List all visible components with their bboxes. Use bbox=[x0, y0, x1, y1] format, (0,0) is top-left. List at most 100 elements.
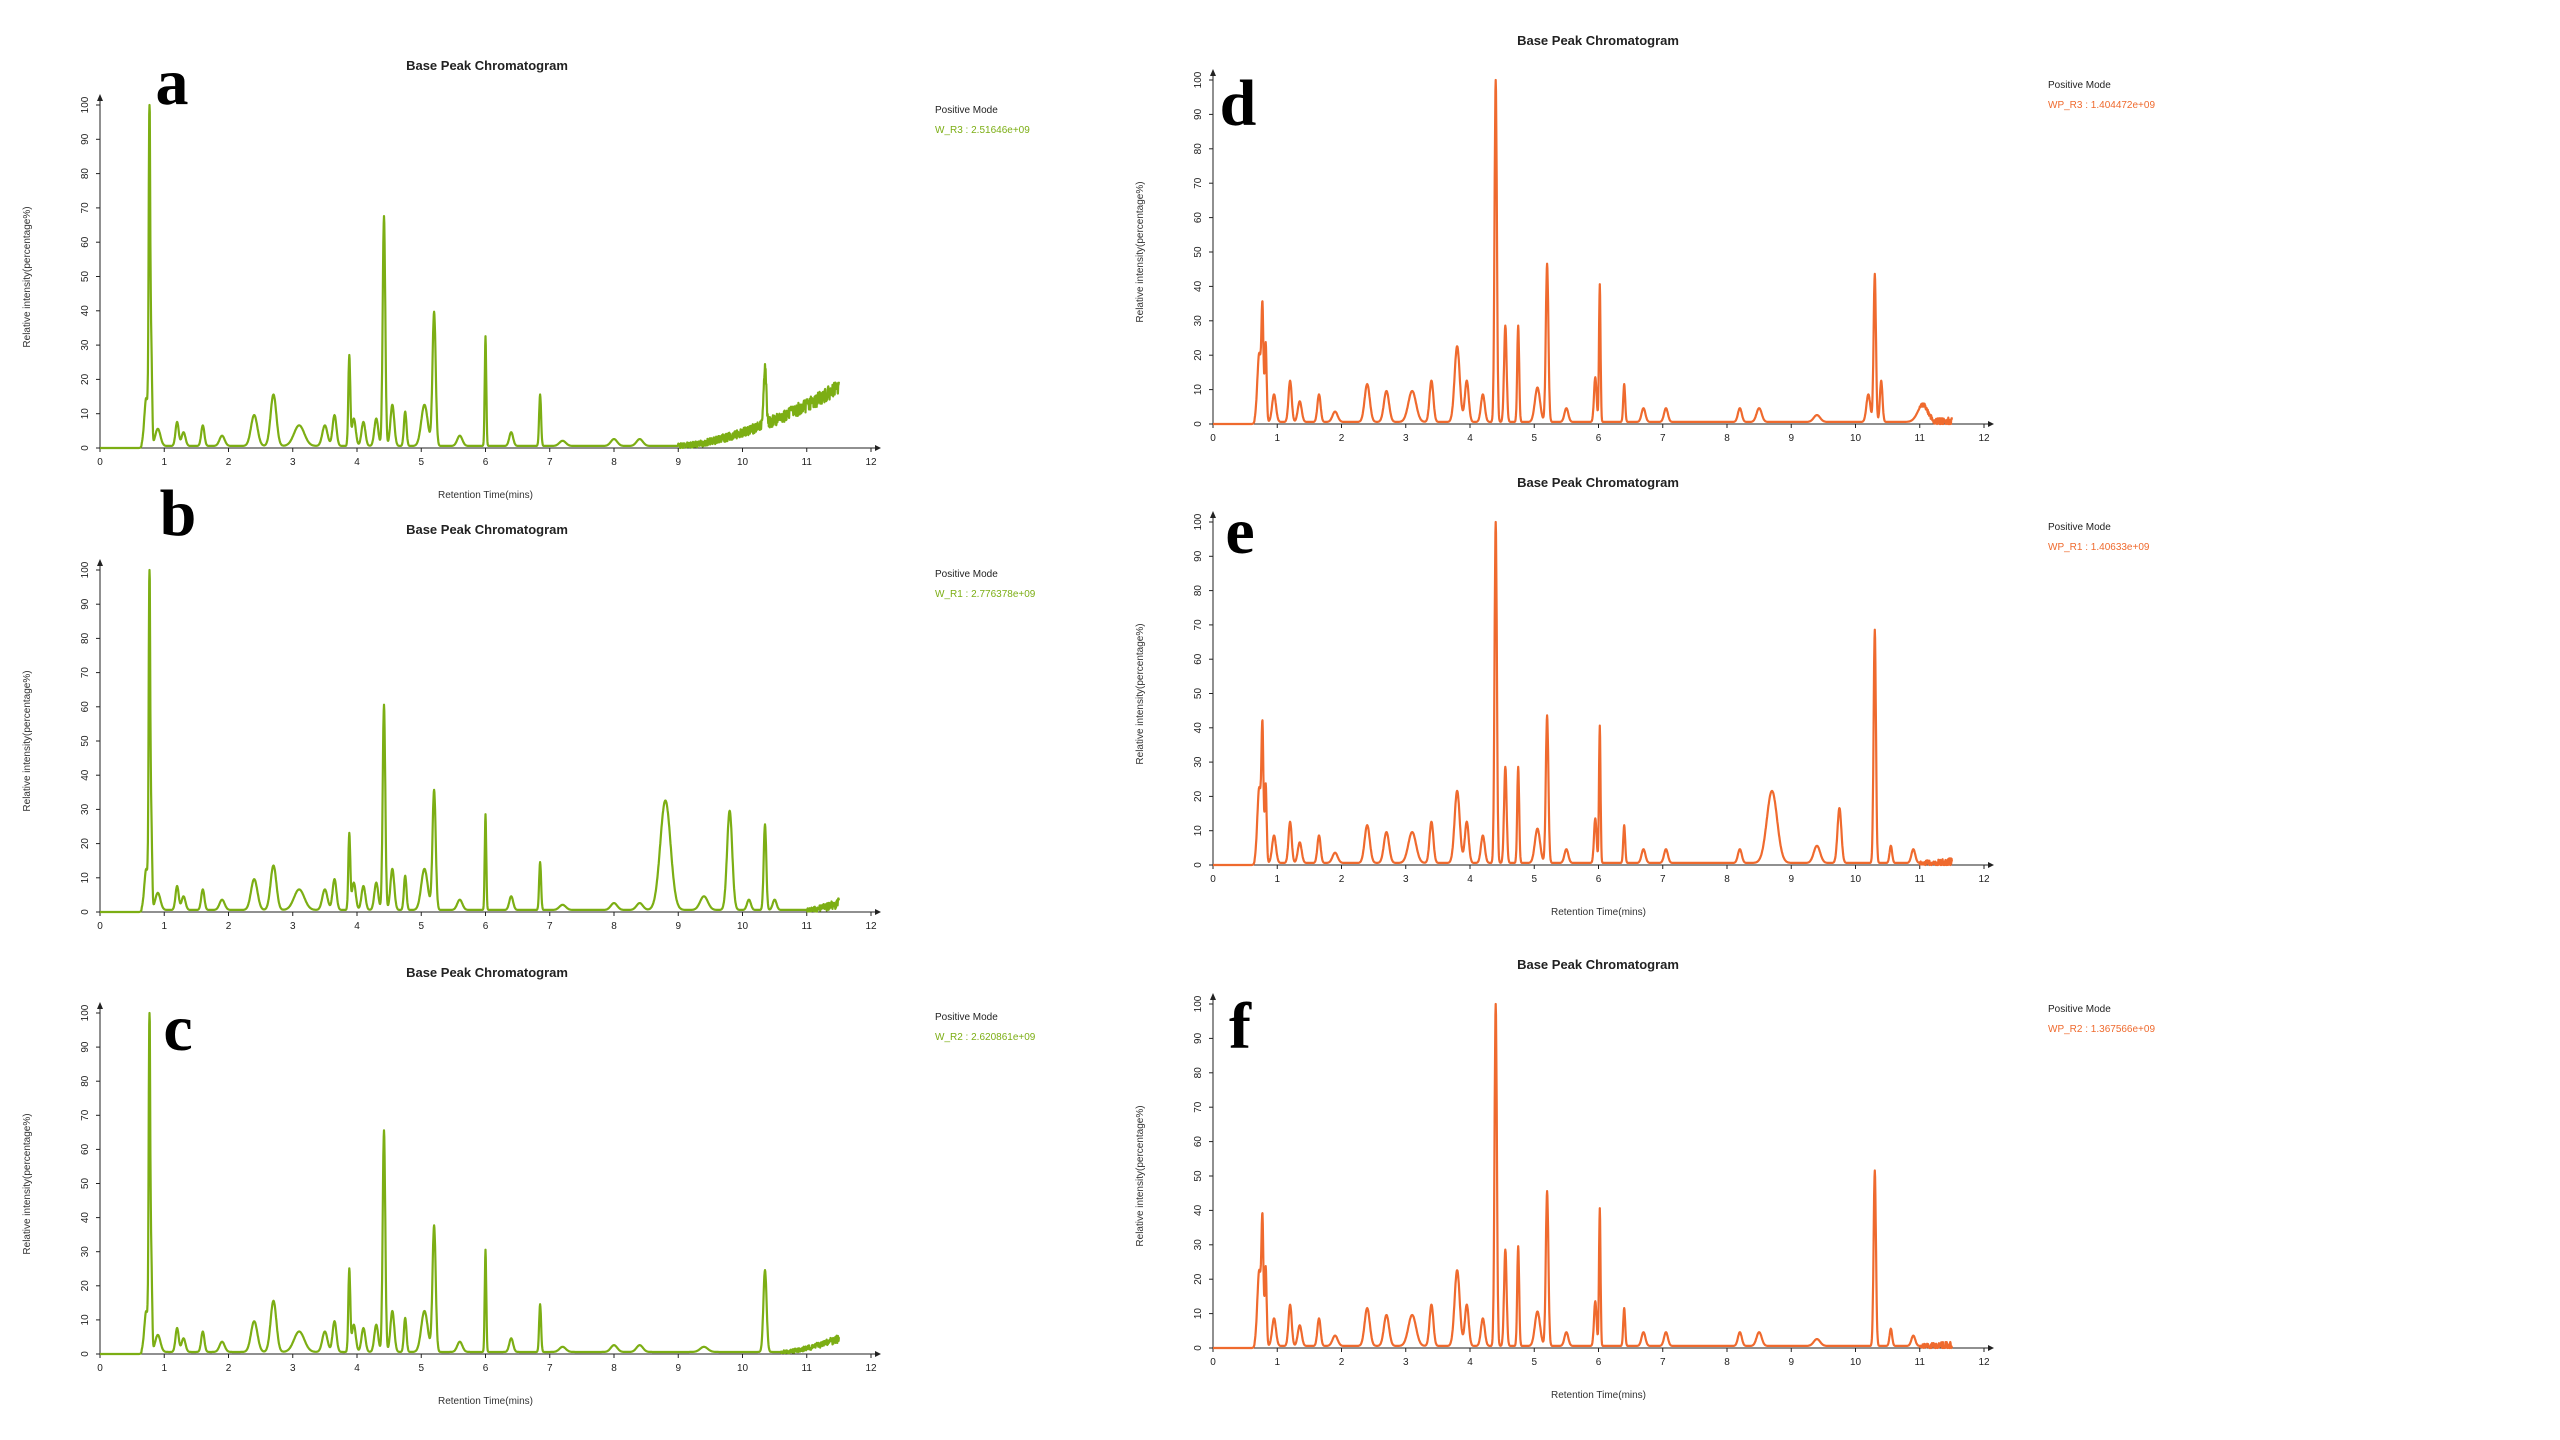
x-tick-label: 1 bbox=[161, 457, 167, 468]
x-tick-label: 0 bbox=[1210, 433, 1216, 444]
y-axis-label: Relative intensity(percentage%) bbox=[1135, 181, 1146, 322]
x-tick-label: 9 bbox=[675, 457, 681, 468]
x-tick-label: 3 bbox=[1403, 874, 1409, 885]
y-tick-label: 10 bbox=[80, 408, 91, 420]
y-tick-label: 100 bbox=[1193, 995, 1204, 1012]
y-tick-label: 70 bbox=[1193, 619, 1204, 631]
x-tick-label: 12 bbox=[865, 921, 877, 932]
x-tick-label: 7 bbox=[547, 457, 553, 468]
y-tick-label: 30 bbox=[1193, 1239, 1204, 1251]
y-tick-label: 40 bbox=[80, 305, 91, 317]
y-tick-label: 80 bbox=[80, 168, 91, 180]
legend-series-name: WP_R3 : 1.404472e+09 bbox=[2048, 100, 2155, 111]
y-tick-label: 90 bbox=[80, 598, 91, 610]
y-tick-label: 30 bbox=[1193, 756, 1204, 768]
legend-series-name: W_R1 : 2.776378e+09 bbox=[935, 589, 1036, 600]
x-tick-label: 11 bbox=[802, 1363, 813, 1374]
y-tick-label: 60 bbox=[1193, 212, 1204, 224]
x-tick-label: 9 bbox=[1788, 433, 1794, 444]
x-tick-label: 7 bbox=[547, 1363, 553, 1374]
x-tick-label: 11 bbox=[802, 457, 813, 468]
x-tick-label: 9 bbox=[1788, 1357, 1794, 1368]
legend-series-name: W_R2 : 2.620861e+09 bbox=[935, 1032, 1036, 1043]
x-axis-label: Retention Time(mins) bbox=[438, 1396, 533, 1407]
series-line bbox=[1212, 78, 1953, 426]
legend-mode: Positive Mode bbox=[2048, 522, 2111, 533]
y-tick-label: 20 bbox=[1193, 1273, 1204, 1285]
x-tick-label: 5 bbox=[418, 1363, 424, 1374]
y-tick-label: 50 bbox=[1193, 1170, 1204, 1182]
x-tick-label: 10 bbox=[1850, 1357, 1862, 1368]
x-axis-arrow bbox=[875, 1351, 881, 1357]
y-tick-label: 60 bbox=[80, 236, 91, 248]
y-tick-label: 80 bbox=[80, 1075, 91, 1087]
x-tick-label: 12 bbox=[1978, 1357, 1990, 1368]
x-tick-label: 11 bbox=[1915, 874, 1926, 885]
x-tick-label: 3 bbox=[290, 1363, 296, 1374]
x-tick-label: 12 bbox=[865, 457, 877, 468]
y-tick-label: 0 bbox=[80, 1351, 91, 1357]
y-tick-label: 50 bbox=[80, 271, 91, 283]
y-tick-label: 90 bbox=[1193, 1032, 1204, 1044]
y-tick-label: 70 bbox=[80, 202, 91, 214]
x-tick-label: 5 bbox=[1531, 433, 1537, 444]
x-axis-arrow bbox=[1988, 862, 1994, 868]
y-tick-label: 20 bbox=[1193, 790, 1204, 802]
y-tick-label: 90 bbox=[80, 133, 91, 145]
y-tick-label: 10 bbox=[80, 872, 91, 884]
series-line bbox=[99, 1011, 840, 1356]
x-tick-label: 8 bbox=[611, 1363, 617, 1374]
x-tick-label: 4 bbox=[354, 1363, 360, 1374]
y-tick-label: 30 bbox=[80, 339, 91, 351]
x-tick-label: 6 bbox=[483, 457, 489, 468]
y-tick-label: 90 bbox=[80, 1041, 91, 1053]
y-axis-arrow bbox=[1210, 69, 1216, 76]
y-tick-label: 0 bbox=[1193, 862, 1204, 868]
chart-title: Base Peak Chromatogram bbox=[1517, 475, 1679, 490]
y-tick-label: 10 bbox=[1193, 384, 1204, 396]
y-axis-label: Relative intensity(percentage%) bbox=[1135, 1105, 1146, 1246]
y-tick-label: 40 bbox=[1193, 722, 1204, 734]
y-tick-label: 90 bbox=[1193, 108, 1204, 120]
x-tick-label: 8 bbox=[611, 457, 617, 468]
y-tick-label: 60 bbox=[80, 701, 91, 713]
chart-title: Base Peak Chromatogram bbox=[406, 58, 568, 73]
y-tick-label: 60 bbox=[1193, 653, 1204, 665]
x-tick-label: 12 bbox=[865, 1363, 877, 1374]
y-tick-label: 0 bbox=[80, 445, 91, 451]
series-line bbox=[99, 103, 840, 450]
y-tick-label: 100 bbox=[1193, 513, 1204, 530]
panel-letter: b bbox=[160, 477, 197, 550]
y-tick-label: 10 bbox=[1193, 825, 1204, 837]
y-tick-label: 40 bbox=[1193, 280, 1204, 292]
x-axis-arrow bbox=[1988, 421, 1994, 427]
y-tick-label: 80 bbox=[1193, 585, 1204, 597]
y-tick-label: 70 bbox=[80, 667, 91, 679]
y-tick-label: 80 bbox=[1193, 143, 1204, 155]
y-tick-label: 60 bbox=[1193, 1136, 1204, 1148]
y-tick-label: 30 bbox=[1193, 315, 1204, 327]
x-tick-label: 3 bbox=[290, 457, 296, 468]
y-tick-label: 70 bbox=[1193, 177, 1204, 189]
legend-mode: Positive Mode bbox=[2048, 1004, 2111, 1015]
x-tick-label: 6 bbox=[483, 921, 489, 932]
x-tick-label: 2 bbox=[1339, 1357, 1345, 1368]
x-tick-label: 11 bbox=[1915, 1357, 1926, 1368]
y-axis-label: Relative intensity(percentage%) bbox=[1135, 623, 1146, 764]
x-tick-label: 0 bbox=[1210, 1357, 1216, 1368]
series-line bbox=[99, 568, 840, 914]
x-tick-label: 4 bbox=[354, 457, 360, 468]
y-tick-label: 40 bbox=[80, 769, 91, 781]
x-tick-label: 10 bbox=[737, 457, 749, 468]
x-axis-arrow bbox=[1988, 1345, 1994, 1351]
panel-letter: c bbox=[163, 992, 192, 1065]
legend-series-name: WP_R2 : 1.367566e+09 bbox=[2048, 1024, 2155, 1035]
chart-title: Base Peak Chromatogram bbox=[406, 522, 568, 537]
y-tick-label: 40 bbox=[80, 1212, 91, 1224]
y-tick-label: 20 bbox=[80, 1280, 91, 1292]
x-tick-label: 7 bbox=[547, 921, 553, 932]
y-tick-label: 20 bbox=[80, 838, 91, 850]
